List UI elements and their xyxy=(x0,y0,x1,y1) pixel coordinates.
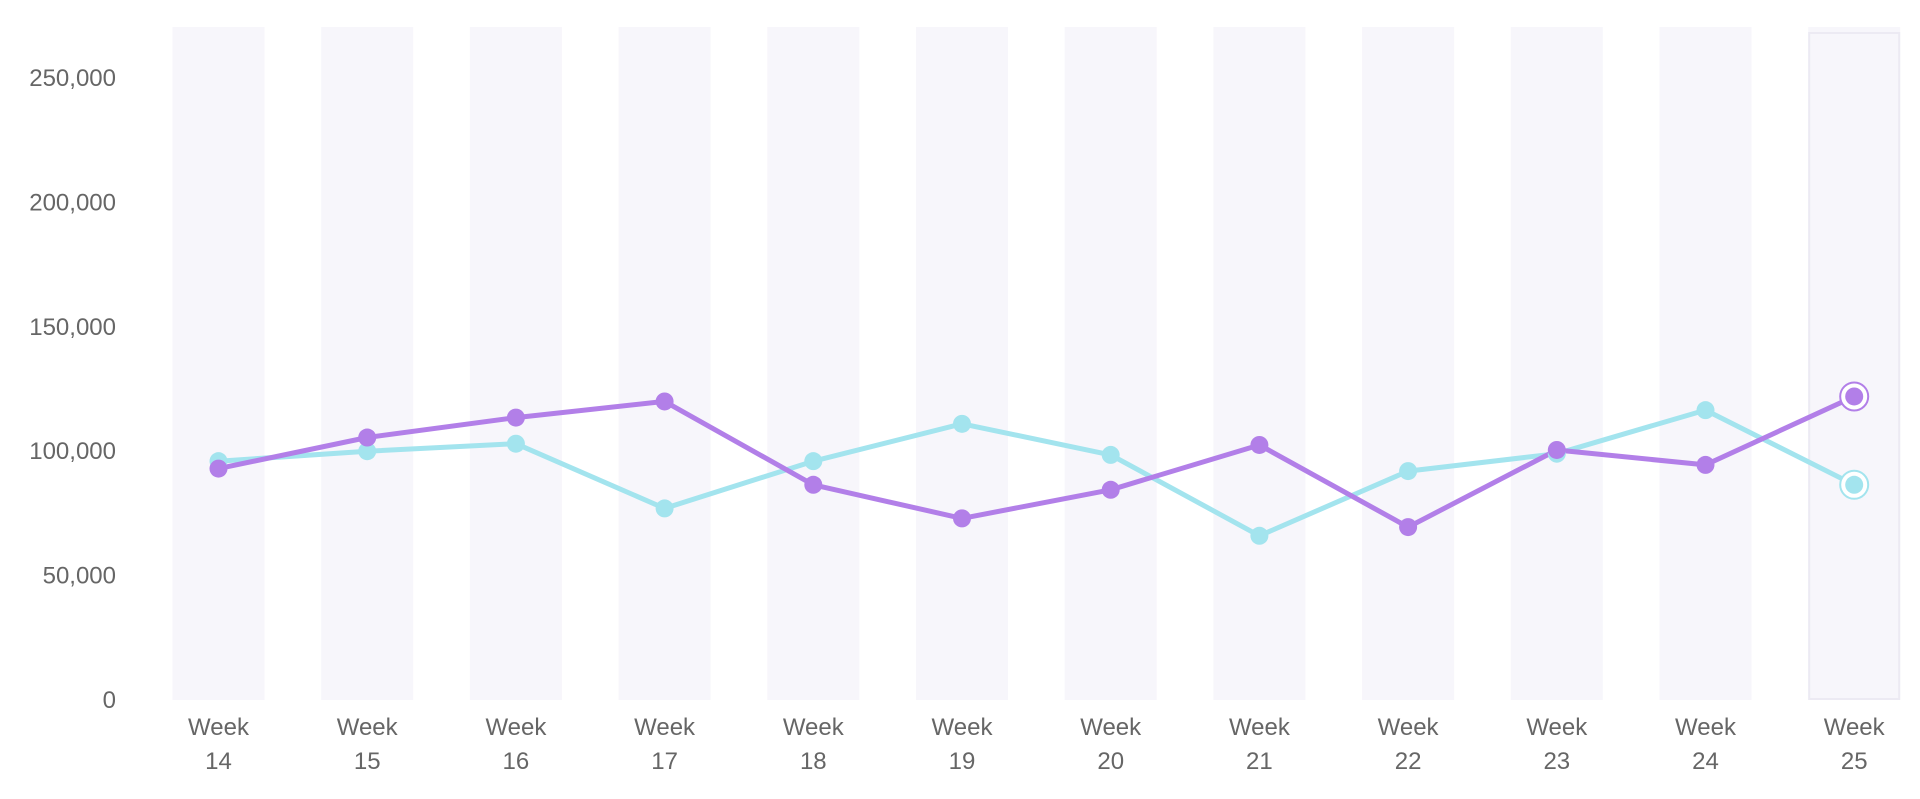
category-band xyxy=(1659,27,1752,700)
category-band xyxy=(1213,27,1306,700)
category-bands xyxy=(172,27,1901,700)
series-1-point[interactable] xyxy=(655,499,674,518)
series-2-point[interactable] xyxy=(1101,480,1120,499)
x-tick-label: Week 14 xyxy=(188,714,250,775)
series-2-point[interactable] xyxy=(655,392,674,411)
x-tick-label: Week 16 xyxy=(485,714,547,775)
category-band xyxy=(767,27,860,700)
x-tick-label: Week 17 xyxy=(634,714,696,775)
category-band xyxy=(1362,27,1455,700)
series-1-line xyxy=(216,407,1857,539)
x-tick-label: Week 25 xyxy=(1824,714,1886,775)
series-2-point[interactable] xyxy=(1845,387,1864,406)
y-tick-label: 50,000 xyxy=(43,563,116,590)
series-1-point[interactable] xyxy=(358,442,377,461)
category-band xyxy=(469,27,562,700)
series-1-point[interactable] xyxy=(953,414,971,433)
x-tick-label: Week 18 xyxy=(783,714,845,775)
series-1-point[interactable] xyxy=(1101,445,1120,464)
series-2-point[interactable] xyxy=(1547,440,1566,459)
series-1-point[interactable] xyxy=(1250,526,1269,545)
x-tick-label: Week 21 xyxy=(1229,714,1291,775)
x-tick-label: Week 23 xyxy=(1526,714,1588,775)
category-band xyxy=(1064,27,1157,700)
x-tick-label: Week 20 xyxy=(1080,714,1142,775)
x-tick-label: Week 19 xyxy=(932,714,994,775)
y-tick-label: 150,000 xyxy=(29,314,116,341)
category-band xyxy=(1808,27,1901,700)
series-1-point[interactable] xyxy=(1696,401,1715,420)
highlighted-category-outline xyxy=(1808,32,1901,700)
y-axis: 0 50,000 100,000 150,000 200,000 250,000 xyxy=(29,65,116,714)
x-axis: Week 14 Week 15 Week 16 Week 17 Week 18 Week 19 Week… xyxy=(188,714,1886,775)
series-2-point[interactable] xyxy=(506,408,525,427)
category-band xyxy=(321,27,414,700)
series-2-point[interactable] xyxy=(209,459,228,478)
series-2-point[interactable] xyxy=(358,428,377,447)
x-tick-label: Week 15 xyxy=(337,714,399,775)
series-markers xyxy=(209,381,1870,545)
category-band xyxy=(618,27,711,700)
series-1-point[interactable] xyxy=(1845,475,1864,494)
series-2-point[interactable] xyxy=(804,475,823,494)
category-band xyxy=(172,27,265,700)
series-1-point[interactable] xyxy=(1399,462,1418,481)
series-2-line xyxy=(216,394,1857,530)
series-2-point[interactable] xyxy=(1399,518,1418,537)
category-band xyxy=(916,27,1008,700)
y-tick-label: 250,000 xyxy=(29,65,116,92)
category-band xyxy=(1510,27,1603,700)
series-lines xyxy=(216,394,1857,539)
series-2-point[interactable] xyxy=(1696,455,1715,474)
y-tick-label: 100,000 xyxy=(29,438,116,465)
series-1-point[interactable] xyxy=(804,452,823,471)
series-2-point[interactable] xyxy=(1250,435,1269,454)
y-tick-label: 200,000 xyxy=(29,189,116,216)
y-tick-label: 0 xyxy=(103,687,116,714)
x-tick-label: Week 22 xyxy=(1378,714,1440,775)
series-2-point[interactable] xyxy=(953,509,971,528)
series-1-point[interactable] xyxy=(506,434,525,453)
x-tick-label: Week 24 xyxy=(1675,714,1737,775)
